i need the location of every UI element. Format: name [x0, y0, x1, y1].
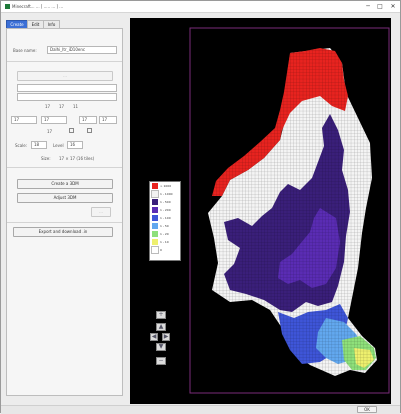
- size-label: Size:: [41, 156, 51, 161]
- option-checkbox-1[interactable]: [69, 128, 74, 133]
- legend-entry: 1 - 10: [152, 238, 180, 246]
- adjust-3dm-button[interactable]: Adjust 3DM: [17, 193, 113, 203]
- status-ok-button[interactable]: OK: [357, 406, 377, 413]
- export-button[interactable]: Export and download .in: [13, 227, 113, 237]
- create-3dm-button[interactable]: Create a 3DM: [17, 179, 113, 189]
- legend-swatch: [152, 223, 158, 229]
- legend-label: 0: [160, 247, 162, 253]
- map-navigation: + ▲ ◀ ▶ ▼ −: [154, 311, 168, 373]
- title-bar: Minecraft... ... [ ..... ... ] ... ─ □ ✕: [1, 1, 400, 13]
- close-button[interactable]: ✕: [388, 2, 398, 11]
- legend-swatch: [152, 247, 158, 253]
- pan-right-button[interactable]: ▶: [162, 333, 170, 341]
- row-a-value-2: 17: [59, 104, 64, 109]
- legend-swatch: [152, 199, 158, 205]
- legend-label: 1 - 200: [160, 207, 171, 213]
- divider: [7, 222, 122, 223]
- scale-label: Scale:: [15, 143, 27, 148]
- level-field[interactable]: 16: [67, 141, 83, 149]
- legend-label: 1 - 100: [160, 215, 171, 221]
- divider: [7, 61, 122, 62]
- coord-field-4[interactable]: 17: [99, 116, 117, 124]
- pan-up-button[interactable]: ▲: [156, 323, 166, 331]
- legend-swatch: [152, 239, 158, 245]
- fetch-button[interactable]: ...: [17, 71, 113, 81]
- coord-field-1[interactable]: 17: [11, 116, 37, 124]
- legend-entry: 1 - 1000: [152, 190, 180, 198]
- row-a-value-1: 17: [45, 104, 50, 109]
- coord-field-2[interactable]: 17: [41, 116, 67, 124]
- app-icon: [5, 4, 10, 9]
- base-name-field[interactable]: Dalhi_ltr_iD10enc: [47, 46, 117, 54]
- legend-label: 1 - 1000: [160, 191, 173, 197]
- legend-entry: 0: [152, 246, 180, 254]
- legend-entry: > 1000: [152, 182, 180, 190]
- legend-entry: 1 - 50: [152, 222, 180, 230]
- legend-label: 1 - 500: [160, 199, 171, 205]
- grid-overlay: [210, 43, 380, 378]
- legend-swatch: [152, 191, 158, 197]
- base-name-label: Base name:: [13, 48, 37, 53]
- coord-field-3[interactable]: 17: [79, 116, 97, 124]
- zoom-out-button[interactable]: −: [156, 357, 166, 365]
- legend-swatch: [152, 215, 158, 221]
- pan-left-button[interactable]: ◀: [150, 333, 158, 341]
- row-a-value-3: 11: [73, 104, 78, 109]
- row-c-value-1: 17: [47, 129, 52, 134]
- level-label: Level: [53, 143, 64, 148]
- option-checkbox-2[interactable]: [87, 128, 92, 133]
- size-value: 17 × 17 (16 tiles): [59, 156, 94, 161]
- legend-entry: 1 - 200: [152, 206, 180, 214]
- legend-swatch: [152, 183, 158, 189]
- empty-field-2[interactable]: [17, 93, 117, 101]
- legend-swatch: [152, 207, 158, 213]
- controls-panel: Base name: Dalhi_ltr_iD10enc ... 17 17 1…: [6, 28, 123, 396]
- pan-down-button[interactable]: ▼: [156, 343, 166, 351]
- scale-field[interactable]: 18: [31, 141, 47, 149]
- map-legend: > 1000 1 - 1000 1 - 500 1 - 200 1 - 100 …: [149, 181, 181, 261]
- legend-label: 1 - 50: [160, 223, 169, 229]
- legend-label: 1 - 20: [160, 231, 169, 237]
- small-button[interactable]: ...: [91, 207, 111, 217]
- legend-label: > 1000: [160, 183, 171, 189]
- legend-label: 1 - 10: [160, 239, 169, 245]
- divider: [7, 167, 122, 168]
- window-title: Minecraft... ... [ ..... ... ] ...: [12, 4, 63, 9]
- legend-entry: 1 - 100: [152, 214, 180, 222]
- legend-entry: 1 - 20: [152, 230, 180, 238]
- maximize-button[interactable]: □: [375, 2, 385, 11]
- empty-field-1[interactable]: [17, 84, 117, 92]
- minimize-button[interactable]: ─: [363, 2, 373, 11]
- zoom-in-button[interactable]: +: [156, 311, 166, 319]
- legend-entry: 1 - 500: [152, 198, 180, 206]
- legend-swatch: [152, 231, 158, 237]
